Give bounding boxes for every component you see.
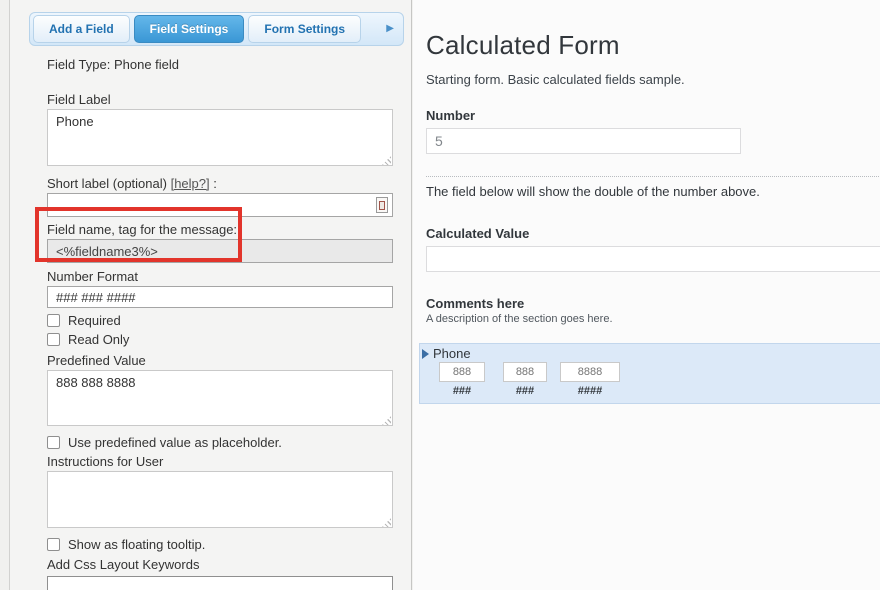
required-label: Required	[68, 313, 121, 328]
predefined-value-label: Predefined Value	[47, 353, 146, 368]
field-settings-panel: Add a Field Field Settings Form Settings…	[9, 0, 412, 590]
selected-field-caret-icon	[422, 349, 429, 359]
field-name-input	[47, 239, 393, 263]
addon-badge-icon	[376, 197, 388, 213]
phone-segment-1-input[interactable]	[439, 362, 485, 382]
next-tab-arrow-icon[interactable]: ▶	[386, 23, 394, 34]
number-format-input[interactable]	[47, 286, 393, 308]
comments-description: A description of the section goes here.	[426, 313, 613, 325]
section-divider	[426, 176, 880, 177]
css-keywords-input[interactable]	[47, 576, 393, 590]
number-field-input[interactable]	[426, 128, 741, 154]
use-placeholder-label: Use predefined value as placeholder.	[68, 435, 282, 450]
form-title: Calculated Form	[426, 30, 620, 60]
calculated-value-label: Calculated Value	[426, 226, 530, 241]
phone-segment-2-input[interactable]	[503, 362, 547, 382]
phone-mask-3: ####	[577, 385, 603, 397]
short-label-input[interactable]	[47, 193, 393, 217]
field-name-label: Field name, tag for the message:	[47, 222, 238, 237]
floating-tooltip-label: Show as floating tooltip.	[68, 537, 206, 552]
phone-field-preview[interactable]: Phone ### ### ####	[419, 343, 880, 404]
short-label-text: Short label (optional)	[47, 176, 171, 191]
floating-tooltip-checkbox[interactable]	[47, 538, 60, 551]
field-label-textarea[interactable]: Phone	[47, 109, 393, 166]
short-label-label: Short label (optional) [help?] :	[47, 176, 400, 191]
readonly-checkbox[interactable]	[47, 333, 60, 346]
form-subtitle: Starting form. Basic calculated fields s…	[426, 72, 685, 87]
required-checkbox[interactable]	[47, 314, 60, 327]
tab-form-settings[interactable]: Form Settings	[248, 15, 362, 43]
css-keywords-label: Add Css Layout Keywords	[47, 557, 200, 572]
instructions-label: Instructions for User	[47, 454, 164, 469]
predefined-value-textarea[interactable]: 888 888 8888	[47, 370, 393, 426]
settings-tabbar: Add a Field Field Settings Form Settings…	[29, 12, 404, 46]
calculated-value-input[interactable]	[426, 246, 880, 272]
form-preview-panel: Calculated Form Starting form. Basic cal…	[413, 0, 880, 590]
help-link[interactable]: [help?]	[170, 176, 210, 191]
short-label-colon: :	[209, 176, 217, 191]
instructions-textarea[interactable]	[47, 471, 393, 528]
comments-title: Comments here	[426, 296, 525, 311]
phone-mask-1: ###	[452, 385, 472, 397]
tab-field-settings[interactable]: Field Settings	[133, 15, 245, 43]
double-note-text: The field below will show the double of …	[426, 184, 760, 199]
phone-mask-2: ###	[515, 385, 535, 397]
field-label-label: Field Label	[47, 92, 111, 107]
number-format-label: Number Format	[47, 269, 139, 284]
tab-add-a-field[interactable]: Add a Field	[33, 15, 130, 43]
phone-field-label: Phone	[433, 346, 471, 361]
use-placeholder-checkbox[interactable]	[47, 436, 60, 449]
number-field-label: Number	[426, 108, 476, 123]
field-type-text: Field Type: Phone field	[47, 57, 180, 72]
phone-segment-3-input[interactable]	[560, 362, 620, 382]
readonly-label: Read Only	[68, 332, 130, 347]
